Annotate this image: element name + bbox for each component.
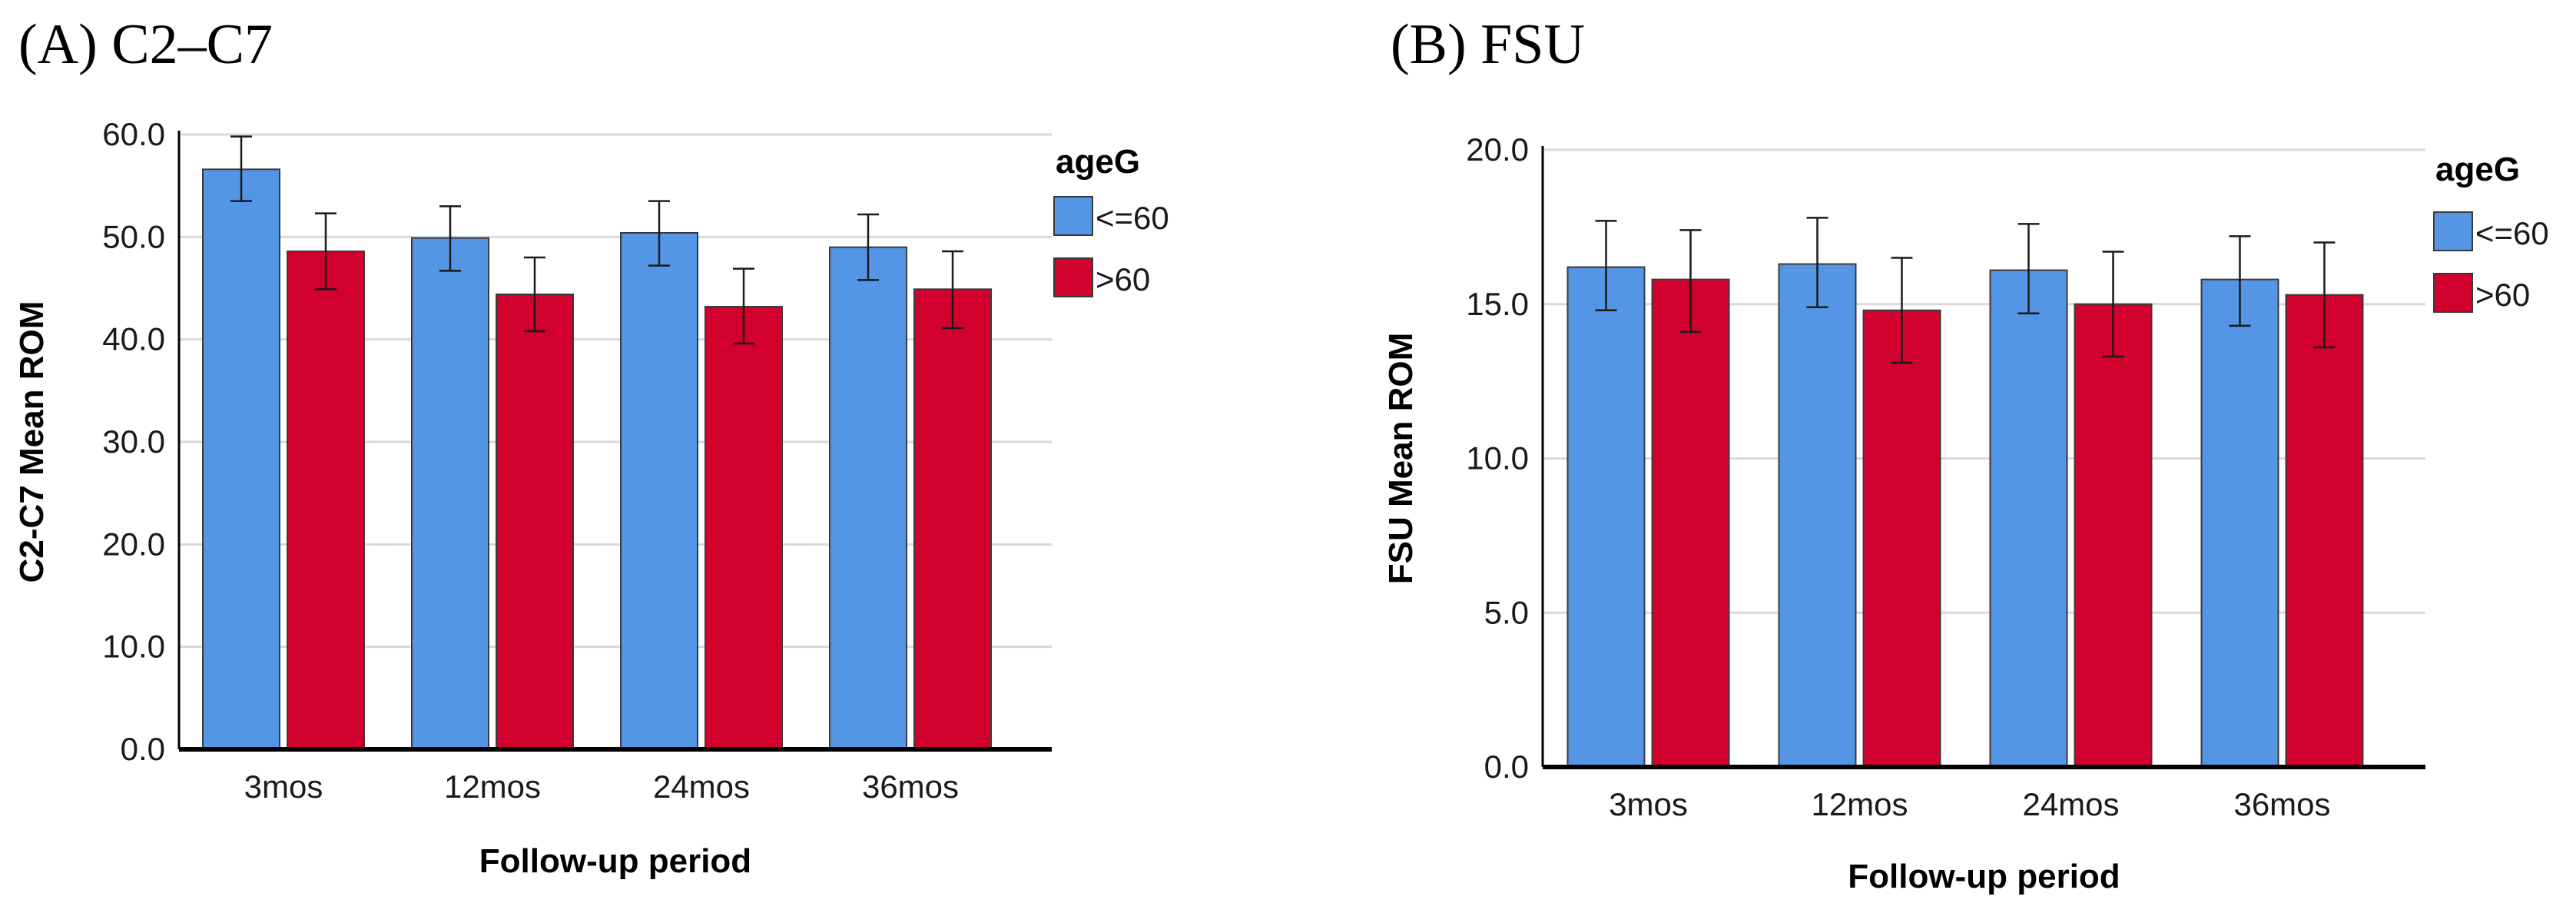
bar-12mos-le60 — [1778, 263, 1857, 768]
bar-36mos-gt60 — [913, 288, 992, 751]
y-tick-label: 0.0 — [121, 731, 165, 767]
bar-3mos-gt60 — [1651, 278, 1730, 768]
legend-label: >60 — [1096, 261, 1150, 297]
error-bar — [1679, 229, 1702, 334]
chart-panel-a: (A) C2–C7 0.0 10.0 20.0 30.0 40.0 50.0 60.0 3mos… — [13, 13, 1169, 880]
bar-36mos-gt60 — [2285, 294, 2364, 768]
error-bar — [648, 200, 670, 267]
legend-swatch-le60 — [2433, 211, 2473, 251]
error-bar — [2229, 235, 2251, 327]
y-axis-title: FSU Mean ROM — [1382, 333, 1420, 585]
bar-24mos-le60 — [1989, 269, 2068, 768]
bar-12mos-gt60 — [1862, 309, 1941, 768]
legend: ageG <=60 >60 — [1053, 143, 1169, 297]
error-bar — [2017, 223, 2040, 315]
bar-3mos-gt60 — [287, 251, 365, 750]
legend-swatch-le60 — [1053, 196, 1093, 236]
y-tick-label: 10.0 — [1466, 440, 1529, 476]
legend-label: <=60 — [2475, 215, 2549, 251]
legend-label: <=60 — [1096, 200, 1169, 236]
error-bar — [524, 256, 545, 333]
y-tick-label: 5.0 — [1484, 594, 1529, 630]
x-tick-label: 12mos — [444, 769, 541, 805]
bar-24mos-le60 — [620, 232, 698, 750]
error-bar — [1891, 257, 1913, 364]
y-axis-title: C2-C7 Mean ROM — [13, 301, 51, 583]
y-tick-label: 0.0 — [1484, 749, 1529, 785]
legend-swatch-gt60 — [2433, 273, 2473, 313]
y-tick-label: 60.0 — [102, 116, 165, 152]
error-bar — [2102, 251, 2124, 358]
x-axis-title: Follow-up period — [479, 842, 751, 880]
bar-3mos-le60 — [1566, 266, 1646, 768]
bar-24mos-gt60 — [705, 306, 783, 750]
y-tick-label: 50.0 — [102, 218, 165, 254]
bar-12mos-gt60 — [496, 294, 574, 750]
error-bar — [733, 267, 754, 345]
x-axis-title: Follow-up period — [1848, 858, 2120, 895]
legend-title: ageG — [2435, 151, 2520, 188]
x-tick-label: 24mos — [2022, 786, 2119, 822]
legend-title: ageG — [1056, 143, 1140, 181]
legend-swatch-gt60 — [1053, 257, 1093, 297]
x-tick-label: 24mos — [653, 769, 750, 805]
error-bar — [942, 250, 963, 330]
x-tick-label: 36mos — [2233, 786, 2330, 822]
y-tick-label: 15.0 — [1466, 286, 1529, 322]
chart-panel-b: (B) FSU 0.0 5.0 10.0 15.0 20.0 3mos 12mos 24mos 3… — [1382, 13, 2549, 895]
x-tick-label: 36mos — [862, 769, 959, 805]
y-tick-label: 20.0 — [1466, 131, 1529, 168]
panel-title: (B) FSU — [1391, 13, 1585, 76]
bar-36mos-le60 — [829, 246, 907, 750]
error-bar — [230, 135, 252, 202]
bar-24mos-gt60 — [2074, 303, 2153, 768]
y-tick-label: 30.0 — [102, 423, 165, 460]
legend: ageG <=60 >60 — [2433, 151, 2549, 313]
error-bar — [439, 205, 461, 272]
bar-12mos-le60 — [411, 237, 489, 750]
y-tick-label: 10.0 — [102, 629, 165, 665]
error-bar — [315, 212, 337, 291]
bar-36mos-le60 — [2200, 278, 2279, 768]
error-bar — [1595, 220, 1617, 312]
bar-3mos-le60 — [202, 168, 280, 751]
x-tick-label: 3mos — [244, 769, 323, 805]
legend-label: >60 — [2475, 277, 2530, 313]
error-bar — [1806, 217, 1828, 309]
x-tick-label: 12mos — [1811, 786, 1908, 822]
x-tick-label: 3mos — [1609, 786, 1688, 822]
panel-title: (A) C2–C7 — [18, 13, 273, 76]
y-tick-label: 20.0 — [102, 526, 165, 562]
y-tick-label: 40.0 — [102, 321, 165, 357]
error-bar — [857, 213, 879, 281]
error-bar — [2313, 241, 2336, 349]
